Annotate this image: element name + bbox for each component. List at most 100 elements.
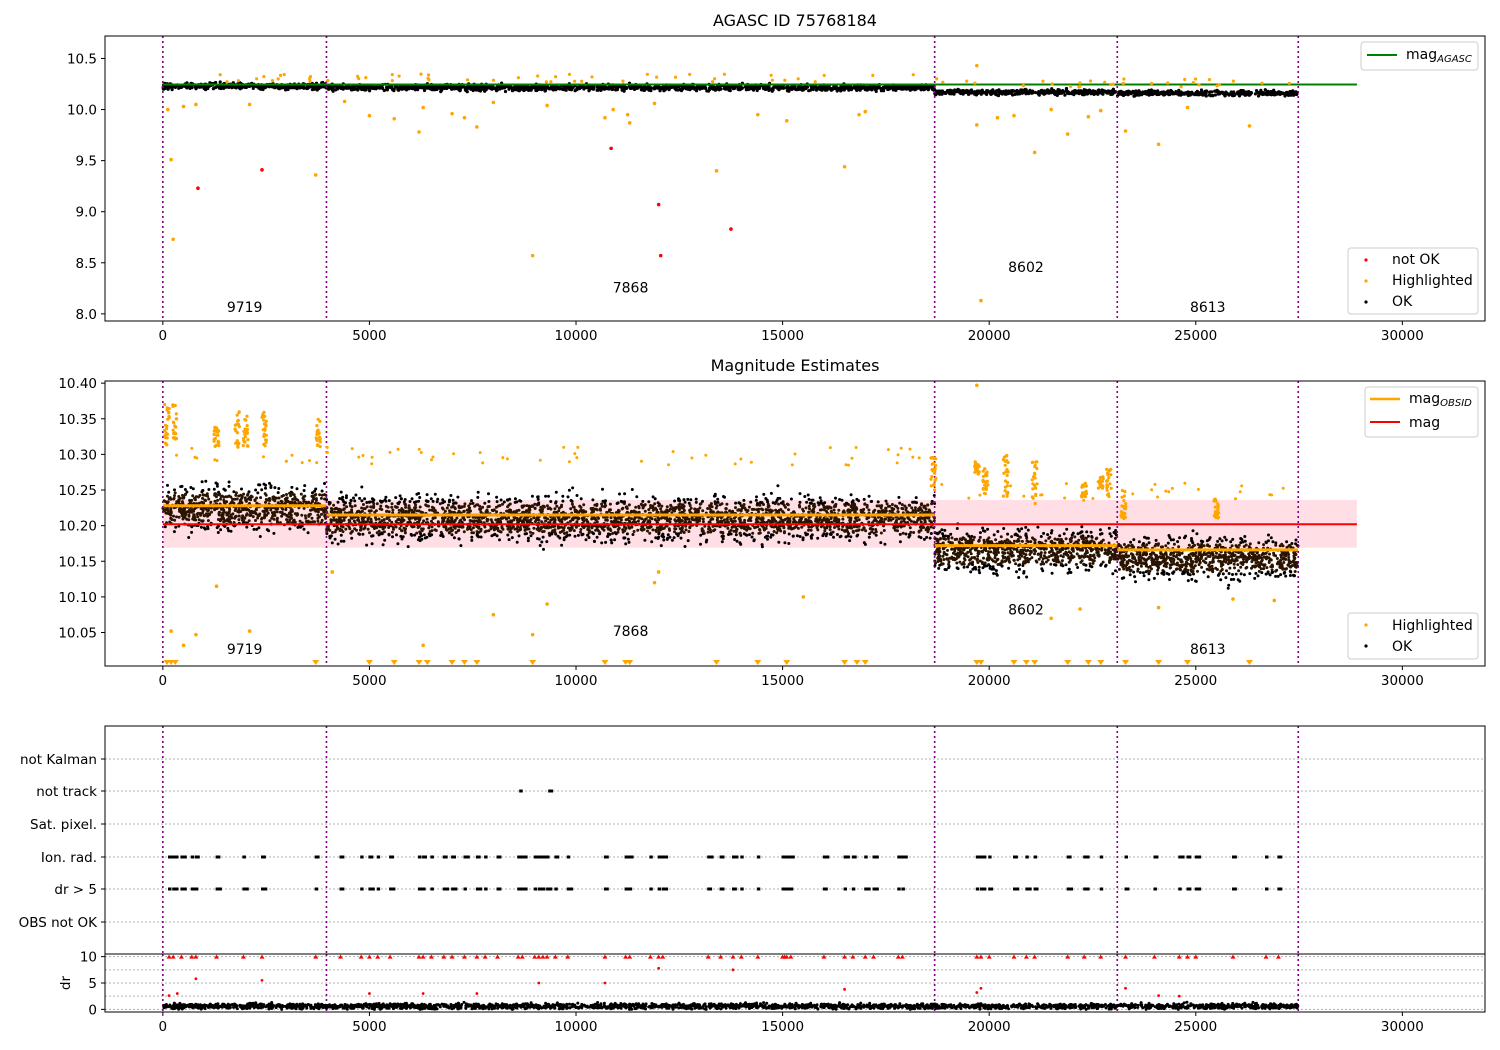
ok-point xyxy=(884,499,888,503)
ok-point xyxy=(330,88,334,92)
ok-point xyxy=(711,87,716,91)
ok-point xyxy=(414,500,418,504)
ok-point xyxy=(213,499,217,503)
ok-point xyxy=(706,89,711,93)
ok-point xyxy=(310,516,314,520)
ok-point xyxy=(1136,90,1140,94)
ok-point xyxy=(787,508,790,512)
ok-point xyxy=(177,501,181,505)
ok-point xyxy=(431,499,435,503)
ok-point xyxy=(891,517,895,521)
ok-point xyxy=(834,496,837,500)
ok-point xyxy=(394,496,398,500)
highlighted-point xyxy=(1156,142,1161,147)
highlighted-point xyxy=(1069,84,1073,88)
ok-point xyxy=(175,515,178,519)
legend-mag-agasc-sub: AGASC xyxy=(1436,54,1472,65)
ok-point xyxy=(244,85,248,90)
ok-point xyxy=(835,89,839,93)
ok-point xyxy=(234,491,238,495)
ok-point xyxy=(399,497,403,501)
ok-point xyxy=(201,493,205,497)
highlighted-point xyxy=(225,80,229,84)
ok-point xyxy=(370,497,374,501)
ok-point xyxy=(1020,89,1025,93)
ok-point xyxy=(763,87,767,91)
ok-point xyxy=(410,497,414,501)
ok-point xyxy=(758,528,762,532)
highlighted-point xyxy=(282,72,286,77)
ok-point xyxy=(333,537,337,541)
ok-point xyxy=(255,527,259,531)
ok-point xyxy=(222,495,226,499)
ok-point xyxy=(179,507,183,511)
ok-point xyxy=(769,535,773,539)
ok-point xyxy=(641,499,645,503)
ok-point xyxy=(254,508,258,512)
ok-point xyxy=(276,491,280,495)
highlighted-point xyxy=(276,77,280,81)
ok-point xyxy=(259,496,263,500)
ok-point xyxy=(285,493,288,496)
ok-point xyxy=(1263,88,1267,92)
ok-point xyxy=(635,495,639,499)
not-ok-point xyxy=(609,146,613,151)
highlighted-point xyxy=(1150,81,1154,86)
ok-point xyxy=(837,86,842,90)
ok-point xyxy=(221,514,224,518)
ok-point xyxy=(272,517,276,521)
ok-point xyxy=(214,492,218,496)
ok-point xyxy=(503,89,508,94)
ok-point xyxy=(979,89,983,93)
ok-point xyxy=(483,85,487,89)
highlighted-point xyxy=(911,73,915,77)
ok-point xyxy=(318,493,322,497)
highlighted-point xyxy=(466,78,470,82)
ok-point xyxy=(289,494,293,498)
ok-point xyxy=(1232,93,1236,98)
ok-point xyxy=(198,493,202,497)
ok-point xyxy=(247,496,251,500)
ok-point xyxy=(193,85,197,89)
ok-point xyxy=(517,534,521,538)
ok-point xyxy=(827,87,831,91)
ok-point xyxy=(424,503,428,507)
ok-point xyxy=(276,501,280,505)
ok-point xyxy=(237,509,241,513)
highlighted-point xyxy=(262,75,266,79)
highlighted-point xyxy=(973,81,977,85)
ok-point xyxy=(956,87,960,91)
ok-point xyxy=(801,507,805,511)
ok-point xyxy=(683,500,687,504)
ok-point xyxy=(1000,91,1004,95)
ok-point xyxy=(298,86,302,90)
ok-point xyxy=(888,504,892,508)
ok-point xyxy=(666,533,670,537)
ok-point xyxy=(387,499,391,503)
ok-point xyxy=(547,494,550,498)
ok-point xyxy=(762,492,766,496)
ok-point xyxy=(990,92,994,96)
ok-point xyxy=(587,524,591,528)
ok-point xyxy=(862,507,866,511)
ok-point xyxy=(307,500,311,504)
ok-point xyxy=(569,507,573,511)
ok-point xyxy=(673,527,677,531)
ok-point xyxy=(867,494,871,498)
highlighted-point xyxy=(941,80,945,84)
ok-point xyxy=(407,85,411,89)
ok-point xyxy=(307,514,311,518)
ok-point xyxy=(240,487,243,491)
highlighted-point xyxy=(278,73,283,77)
ok-point xyxy=(770,88,774,92)
highlighted-point xyxy=(621,79,625,83)
ok-point xyxy=(257,86,261,90)
ok-point xyxy=(264,486,267,490)
ok-point xyxy=(206,494,210,498)
ok-point xyxy=(280,514,284,518)
ok-point xyxy=(302,500,306,503)
highlighted-point xyxy=(652,101,657,106)
ok-point xyxy=(1279,91,1283,95)
ok-point xyxy=(1217,90,1221,94)
ok-point xyxy=(560,503,564,507)
